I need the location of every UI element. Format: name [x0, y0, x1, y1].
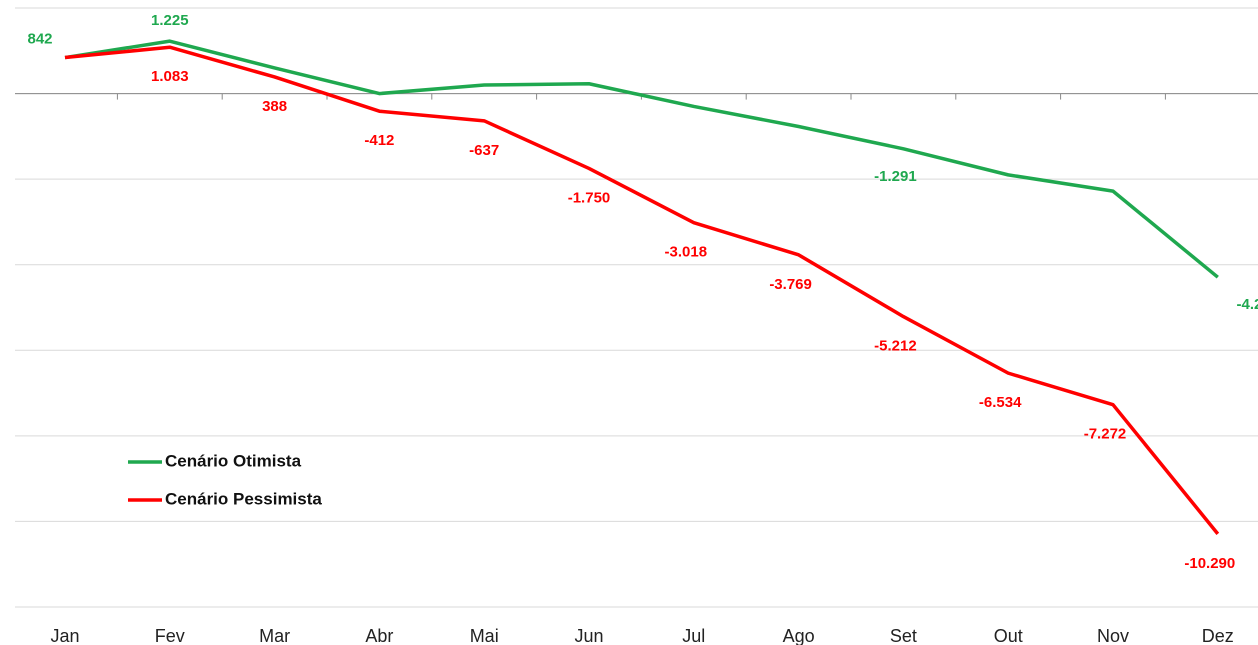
legend-label: Cenário Pessimista — [165, 489, 322, 508]
data-label: -1.291 — [874, 168, 917, 185]
data-label: -4.292 — [1237, 296, 1258, 313]
data-label: -3.018 — [665, 244, 708, 261]
x-tick-label: Mai — [470, 626, 499, 645]
x-tick-label: Abr — [365, 626, 393, 645]
data-label: -7.272 — [1084, 426, 1127, 443]
x-tick-label: Jul — [682, 626, 705, 645]
x-tick-label: Jun — [574, 626, 603, 645]
x-tick-label: Dez — [1202, 626, 1234, 645]
x-tick-label: Set — [890, 626, 917, 645]
data-label: -10.290 — [1184, 555, 1235, 572]
x-tick-label: Jan — [50, 626, 79, 645]
data-label: 1.225 — [151, 12, 189, 29]
x-tick-label: Fev — [155, 626, 185, 645]
x-tick-label: Mar — [259, 626, 290, 645]
series-line — [64, 45, 1220, 535]
x-tick-label: Ago — [783, 626, 815, 645]
data-label: -637 — [469, 142, 499, 159]
data-label: -3.769 — [769, 276, 812, 293]
x-tick-label: Out — [994, 626, 1023, 645]
data-label: 1.083 — [151, 68, 189, 85]
data-label: -6.534 — [979, 394, 1022, 411]
x-tick-label: Nov — [1097, 626, 1129, 645]
data-label: -412 — [364, 132, 394, 149]
legend-label: Cenário Otimista — [165, 451, 302, 470]
data-label: 842 — [27, 31, 52, 48]
data-label: 388 — [262, 98, 287, 115]
series-line — [64, 39, 1219, 279]
data-label: -1.750 — [568, 189, 611, 206]
data-label: -5.212 — [874, 338, 917, 355]
